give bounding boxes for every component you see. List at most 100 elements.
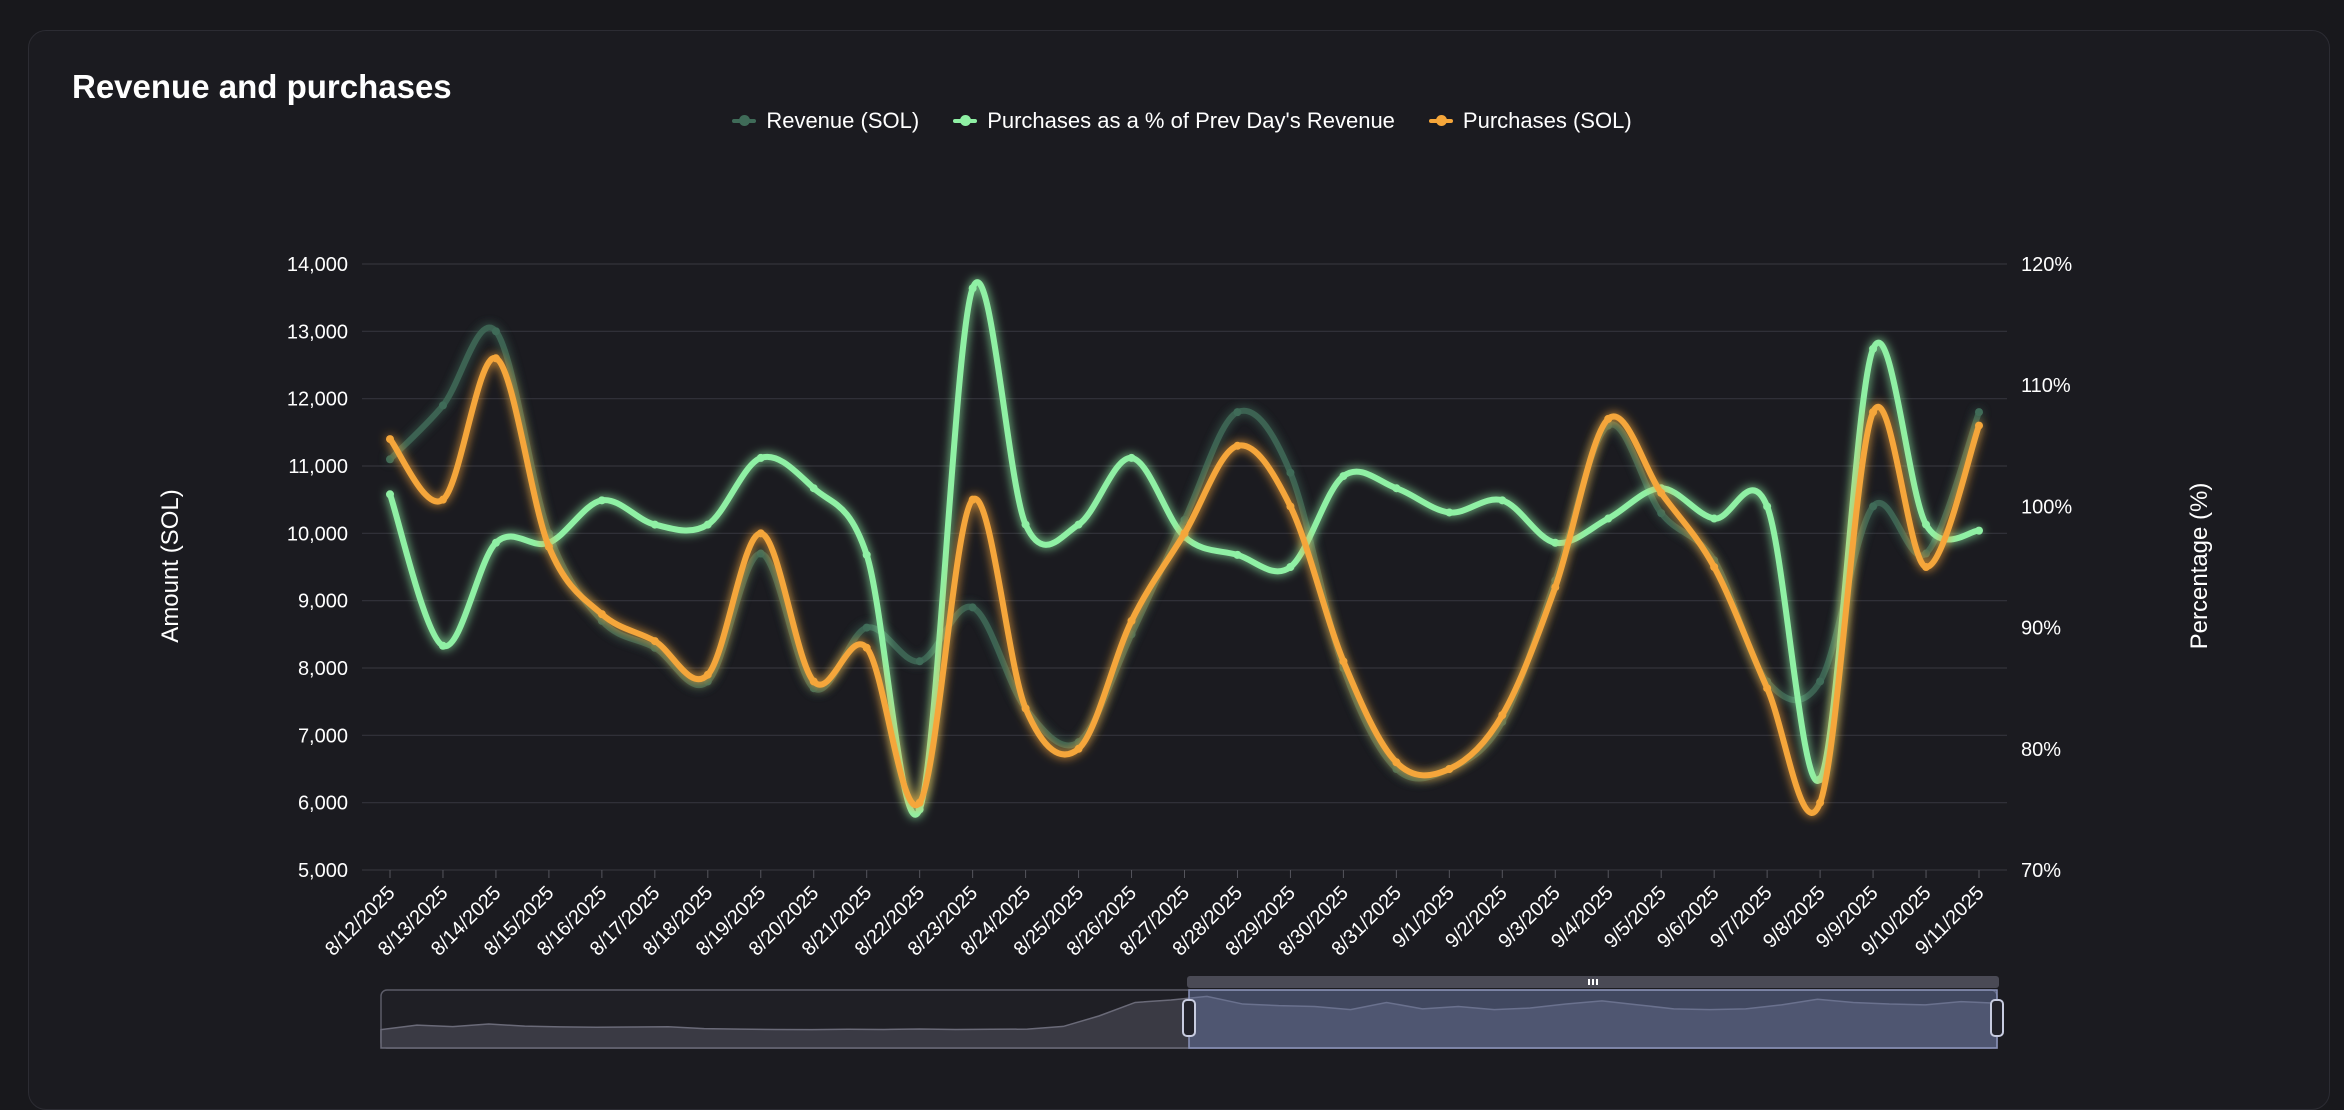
data-point-purchases[interactable] bbox=[438, 495, 447, 504]
data-point-purchases[interactable] bbox=[1233, 441, 1242, 450]
data-point-purchases-pct[interactable] bbox=[1339, 472, 1348, 481]
grip-bar bbox=[1588, 979, 1590, 985]
data-point-purchases-pct[interactable] bbox=[1816, 775, 1825, 784]
data-point-revenue[interactable] bbox=[1233, 408, 1242, 417]
data-point-revenue[interactable] bbox=[756, 549, 765, 558]
data-point-purchases[interactable] bbox=[1180, 529, 1189, 538]
data-point-purchases[interactable] bbox=[491, 354, 500, 363]
grid-lines bbox=[362, 263, 2007, 871]
data-point-purchases[interactable] bbox=[1127, 616, 1136, 625]
legend-item-revenue[interactable]: Revenue (SOL) bbox=[732, 108, 919, 134]
data-point-purchases[interactable] bbox=[1975, 421, 1983, 430]
data-point-purchases[interactable] bbox=[597, 610, 606, 619]
data-point-purchases[interactable] bbox=[1710, 563, 1719, 571]
data-point-purchases[interactable] bbox=[1657, 488, 1666, 497]
data-point-purchases-pct[interactable] bbox=[1445, 508, 1454, 517]
data-point-purchases-pct[interactable] bbox=[491, 538, 500, 547]
data-point-purchases-pct[interactable] bbox=[862, 550, 871, 559]
data-point-purchases[interactable] bbox=[1763, 684, 1772, 693]
data-point-purchases[interactable] bbox=[386, 435, 394, 444]
zoom-slider[interactable] bbox=[380, 976, 2004, 1049]
data-point-purchases-pct[interactable] bbox=[1710, 514, 1719, 523]
data-point-revenue[interactable] bbox=[386, 455, 394, 464]
zoom-handle-end[interactable] bbox=[1990, 999, 2004, 1037]
left-tick-label: 5,000 bbox=[298, 860, 348, 882]
data-point-purchases-pct[interactable] bbox=[756, 453, 765, 462]
data-point-purchases[interactable] bbox=[1922, 563, 1931, 571]
data-point-revenue[interactable] bbox=[862, 623, 871, 632]
left-tick-label: 14,000 bbox=[287, 254, 348, 276]
legend-swatch-purchases-pct bbox=[953, 115, 978, 126]
series-line-revenue bbox=[387, 324, 1982, 782]
x-axis-ticks: 8/12/20258/13/20258/14/20258/15/20258/16… bbox=[321, 870, 1989, 960]
data-point-revenue[interactable] bbox=[1657, 509, 1666, 518]
left-tick-label: 9,000 bbox=[298, 591, 348, 613]
data-point-purchases[interactable] bbox=[1551, 583, 1560, 592]
data-point-purchases[interactable] bbox=[809, 677, 818, 686]
data-point-purchases-pct[interactable] bbox=[386, 490, 394, 499]
legend-label-purchases-pct: Purchases as a % of Prev Day's Revenue bbox=[987, 108, 1395, 133]
data-point-revenue[interactable] bbox=[1816, 677, 1825, 686]
data-point-revenue[interactable] bbox=[438, 401, 447, 410]
data-point-purchases-pct[interactable] bbox=[1286, 563, 1295, 571]
right-tick-label: 90% bbox=[2021, 618, 2061, 640]
data-point-purchases[interactable] bbox=[1339, 657, 1348, 666]
data-point-purchases[interactable] bbox=[1604, 414, 1613, 423]
data-point-purchases-pct[interactable] bbox=[1922, 520, 1931, 529]
zoom-handle-start[interactable] bbox=[1182, 999, 1196, 1037]
data-point-purchases[interactable] bbox=[1392, 758, 1401, 767]
data-point-purchases-pct[interactable] bbox=[1233, 550, 1242, 559]
data-point-purchases[interactable] bbox=[915, 798, 924, 807]
data-point-purchases-pct[interactable] bbox=[1392, 484, 1401, 493]
right-tick-label: 120% bbox=[2021, 254, 2072, 276]
data-point-purchases-pct[interactable] bbox=[809, 484, 818, 493]
right-tick-label: 100% bbox=[2021, 496, 2072, 518]
data-point-purchases-pct[interactable] bbox=[1869, 344, 1878, 353]
data-point-purchases[interactable] bbox=[544, 542, 553, 551]
data-point-revenue[interactable] bbox=[1975, 408, 1983, 417]
data-point-purchases[interactable] bbox=[1021, 704, 1030, 713]
data-point-revenue[interactable] bbox=[491, 327, 500, 336]
legend-item-purchases[interactable]: Purchases (SOL) bbox=[1428, 108, 1632, 134]
data-point-revenue[interactable] bbox=[1869, 502, 1878, 511]
data-point-purchases-pct[interactable] bbox=[1975, 526, 1983, 535]
legend-swatch-revenue bbox=[732, 115, 757, 126]
data-point-purchases[interactable] bbox=[1869, 408, 1878, 417]
data-point-purchases-pct[interactable] bbox=[650, 520, 659, 529]
data-point-purchases[interactable] bbox=[703, 670, 712, 679]
data-point-purchases-pct[interactable] bbox=[1074, 520, 1083, 529]
data-point-purchases[interactable] bbox=[1816, 798, 1825, 807]
data-point-purchases-pct[interactable] bbox=[968, 284, 977, 293]
data-point-purchases-pct[interactable] bbox=[1021, 520, 1030, 529]
grip-icon[interactable] bbox=[1588, 979, 1598, 985]
data-point-purchases-pct[interactable] bbox=[597, 496, 606, 505]
data-point-purchases[interactable] bbox=[1445, 765, 1454, 773]
data-point-purchases[interactable] bbox=[862, 643, 871, 652]
data-point-purchases-pct[interactable] bbox=[1127, 453, 1136, 462]
data-point-purchases[interactable] bbox=[756, 529, 765, 538]
data-point-revenue[interactable] bbox=[1922, 549, 1931, 558]
data-point-revenue[interactable] bbox=[1180, 515, 1189, 524]
data-point-revenue[interactable] bbox=[968, 603, 977, 612]
chart-legend: Revenue (SOL) Purchases as a % of Prev D… bbox=[0, 108, 2344, 134]
data-point-purchases-pct[interactable] bbox=[703, 520, 712, 529]
data-point-revenue[interactable] bbox=[1286, 468, 1295, 477]
data-point-purchases[interactable] bbox=[968, 495, 977, 504]
legend-swatch-purchases bbox=[1428, 115, 1453, 126]
data-point-purchases[interactable] bbox=[1286, 502, 1295, 511]
data-point-purchases-pct[interactable] bbox=[1763, 502, 1772, 511]
data-point-purchases-pct[interactable] bbox=[438, 641, 447, 650]
data-point-purchases-pct[interactable] bbox=[1498, 496, 1507, 505]
data-point-purchases[interactable] bbox=[1498, 711, 1507, 720]
right-tick-label: 80% bbox=[2021, 739, 2061, 761]
data-point-purchases[interactable] bbox=[1074, 744, 1083, 753]
data-point-purchases-pct[interactable] bbox=[1604, 514, 1613, 523]
data-point-purchases-pct[interactable] bbox=[1551, 538, 1560, 547]
grip-bar bbox=[1592, 979, 1594, 985]
right-tick-label: 70% bbox=[2021, 860, 2061, 882]
left-tick-label: 12,000 bbox=[287, 389, 348, 411]
data-point-revenue[interactable] bbox=[915, 657, 924, 666]
data-point-purchases[interactable] bbox=[650, 637, 659, 646]
legend-item-purchases-pct[interactable]: Purchases as a % of Prev Day's Revenue bbox=[953, 108, 1395, 134]
zoom-selection[interactable] bbox=[1188, 989, 1998, 1049]
